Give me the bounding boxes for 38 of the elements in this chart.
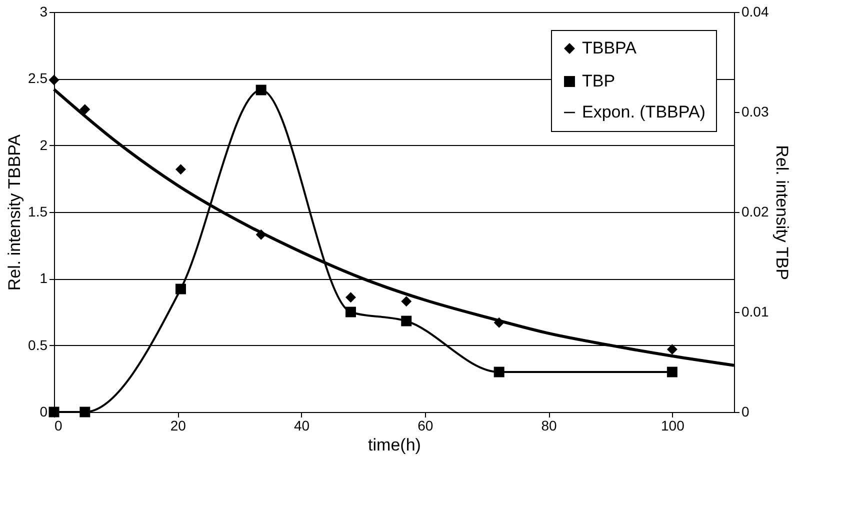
y2-tick-label: 0.03: [742, 104, 769, 120]
y-tick-label: 2.5: [28, 70, 48, 86]
x-tick-label: 60: [418, 418, 434, 434]
x-axis-title: time(h): [368, 436, 421, 454]
y2-tick-label: 0.02: [742, 204, 769, 220]
y-tick-label: 1.5: [28, 204, 48, 220]
point: [401, 316, 412, 326]
y-axis-title: Rel. intensity TBBPA: [5, 134, 24, 291]
y2-tick-label: 0: [742, 404, 750, 420]
point: [345, 306, 356, 318]
point: [256, 84, 266, 96]
point: [48, 406, 60, 418]
legend-label: TBP: [582, 72, 616, 90]
point: [80, 104, 90, 115]
point: [175, 164, 186, 175]
point: [80, 406, 90, 418]
y2-axis-title: Rel. intensity TBP: [772, 145, 792, 280]
point: [666, 344, 678, 355]
y2-tick-label: 0.04: [742, 4, 769, 20]
x-tick-label: 20: [170, 418, 186, 434]
x-tick-label: 80: [541, 418, 558, 434]
x-tick-label: 40: [294, 418, 310, 434]
y-tick-label: 0.5: [28, 336, 48, 353]
y-tick-label: 3: [40, 4, 48, 20]
x-tick-label: 0: [54, 418, 62, 434]
y2-tick-label: 0.01: [742, 304, 769, 320]
y-tick-label: 1: [40, 270, 48, 286]
y-tick-label: 2: [40, 136, 48, 153]
point: [175, 284, 186, 294]
point: [401, 296, 412, 307]
point: [666, 366, 678, 378]
point: [494, 366, 504, 378]
legend-label: TBBPA: [582, 38, 638, 58]
point: [345, 292, 356, 303]
point: [48, 74, 60, 86]
legend-label: Expon. (TBBPA): [582, 102, 706, 122]
y-tick-label: 0: [40, 404, 48, 420]
x-tick-label: 100: [661, 418, 685, 434]
